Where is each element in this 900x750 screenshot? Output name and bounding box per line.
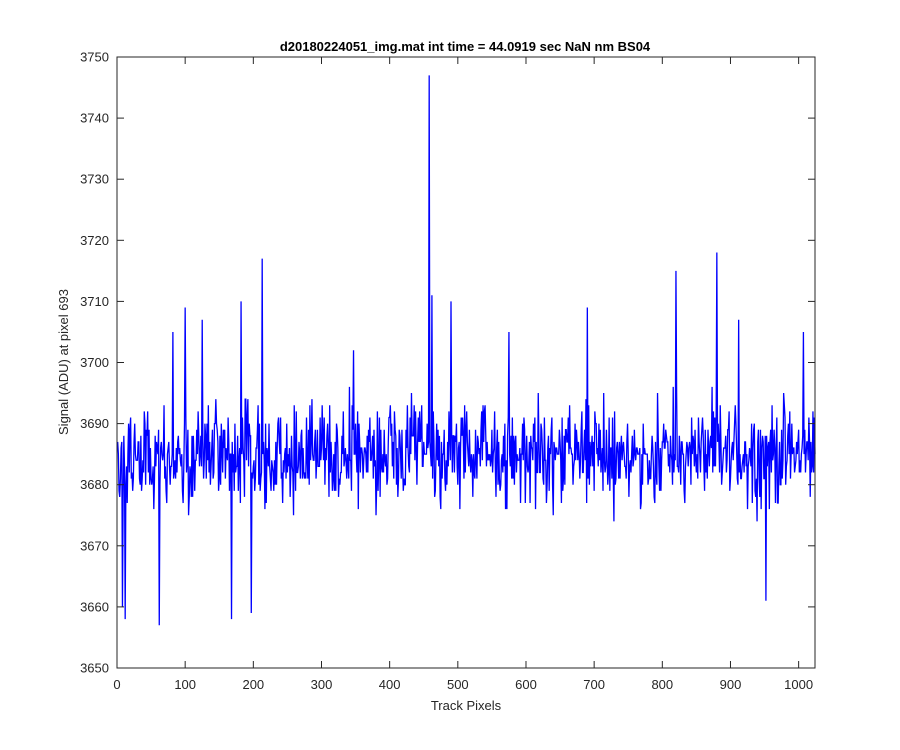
y-tick-label: 3670 (80, 538, 109, 553)
x-tick-label: 100 (174, 677, 196, 692)
x-tick-label: 0 (113, 677, 120, 692)
y-tick-label: 3680 (80, 477, 109, 492)
y-tick-label: 3710 (80, 294, 109, 309)
x-tick-label: 600 (515, 677, 537, 692)
x-tick-label: 200 (242, 677, 264, 692)
y-tick-label: 3730 (80, 172, 109, 187)
x-axis-label: Track Pixels (431, 698, 502, 713)
y-tick-label: 3660 (80, 599, 109, 614)
x-tick-label: 900 (720, 677, 742, 692)
series-line (117, 75, 816, 626)
x-tick-label: 1000 (784, 677, 813, 692)
y-tick-label: 3650 (80, 661, 109, 676)
ticks-layer: 0 100 200 300 400 500 600 700 800 900 1000 3650 3660… (80, 50, 815, 692)
x-tick-label: 300 (311, 677, 333, 692)
y-tick-label: 3690 (80, 416, 109, 431)
y-tick-label: 3750 (80, 50, 109, 65)
y-axis-label: Signal (ADU) at pixel 693 (56, 289, 71, 435)
y-tick-label: 3700 (80, 355, 109, 370)
axes-box (116, 56, 816, 669)
y-tick-label: 3720 (80, 233, 109, 248)
x-tick-label: 500 (447, 677, 469, 692)
y-tick-label: 3740 (80, 111, 109, 126)
x-tick-label: 400 (379, 677, 401, 692)
series-layer (117, 75, 816, 626)
x-tick-label: 700 (583, 677, 605, 692)
plot-area (117, 57, 815, 668)
x-tick-label: 800 (651, 677, 673, 692)
chart-title: d20180224051_img.mat int time = 44.0919 … (280, 39, 651, 54)
